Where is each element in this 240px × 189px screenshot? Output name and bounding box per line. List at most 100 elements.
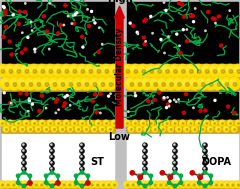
Circle shape <box>164 77 177 90</box>
Circle shape <box>221 184 223 186</box>
Circle shape <box>81 162 82 163</box>
Circle shape <box>212 77 224 90</box>
Circle shape <box>168 105 170 107</box>
Circle shape <box>108 95 110 97</box>
Circle shape <box>178 66 184 72</box>
Circle shape <box>7 120 13 126</box>
Circle shape <box>44 64 56 77</box>
Circle shape <box>209 83 213 86</box>
Circle shape <box>49 2 50 4</box>
Circle shape <box>34 79 40 85</box>
Circle shape <box>24 3 26 4</box>
Bar <box>2 92 114 132</box>
Circle shape <box>30 129 31 130</box>
Circle shape <box>28 182 31 185</box>
Circle shape <box>77 83 81 86</box>
Circle shape <box>81 70 85 73</box>
Bar <box>127 120 238 132</box>
Circle shape <box>22 66 28 72</box>
Circle shape <box>39 182 42 185</box>
Circle shape <box>91 184 93 186</box>
Circle shape <box>64 4 67 7</box>
Circle shape <box>229 181 236 188</box>
Circle shape <box>198 181 201 184</box>
Circle shape <box>162 181 169 188</box>
Circle shape <box>102 66 108 72</box>
Circle shape <box>193 107 194 108</box>
Circle shape <box>108 64 120 77</box>
Circle shape <box>86 181 90 185</box>
Circle shape <box>143 161 147 165</box>
Circle shape <box>214 123 216 124</box>
Circle shape <box>55 112 57 114</box>
Circle shape <box>157 121 160 124</box>
Circle shape <box>138 174 141 177</box>
Text: Molecular Density: Molecular Density <box>115 28 124 106</box>
Circle shape <box>150 79 157 85</box>
Circle shape <box>169 100 171 102</box>
Circle shape <box>179 51 182 54</box>
Circle shape <box>74 181 78 184</box>
Circle shape <box>168 174 171 177</box>
Circle shape <box>218 181 225 188</box>
Circle shape <box>193 184 195 186</box>
Circle shape <box>59 126 65 132</box>
Circle shape <box>226 66 232 72</box>
Circle shape <box>212 181 219 188</box>
Circle shape <box>17 22 20 25</box>
Circle shape <box>166 70 169 73</box>
Circle shape <box>80 171 84 174</box>
Circle shape <box>0 120 5 126</box>
Circle shape <box>149 77 161 90</box>
Circle shape <box>202 129 204 130</box>
Circle shape <box>48 121 51 124</box>
Circle shape <box>114 123 115 124</box>
Circle shape <box>217 15 220 18</box>
Circle shape <box>174 70 177 73</box>
Circle shape <box>174 144 175 145</box>
Circle shape <box>163 2 165 3</box>
Circle shape <box>201 181 208 188</box>
Circle shape <box>102 184 104 186</box>
Circle shape <box>229 70 233 73</box>
Circle shape <box>142 70 146 73</box>
Circle shape <box>2 36 5 39</box>
Circle shape <box>143 143 147 147</box>
Circle shape <box>134 92 136 94</box>
Circle shape <box>83 181 89 188</box>
Circle shape <box>80 143 84 147</box>
Circle shape <box>0 64 8 77</box>
Circle shape <box>223 126 229 132</box>
Circle shape <box>19 92 22 95</box>
Circle shape <box>108 184 110 186</box>
Circle shape <box>172 77 185 90</box>
Circle shape <box>170 83 173 86</box>
Circle shape <box>210 129 211 130</box>
Circle shape <box>188 77 201 90</box>
Circle shape <box>10 53 13 56</box>
Circle shape <box>149 121 152 124</box>
Circle shape <box>112 121 115 124</box>
Circle shape <box>160 39 162 40</box>
Circle shape <box>28 181 32 185</box>
Circle shape <box>220 121 223 124</box>
Circle shape <box>160 171 164 175</box>
Circle shape <box>166 79 173 85</box>
Circle shape <box>143 184 147 188</box>
Circle shape <box>137 127 140 130</box>
Circle shape <box>136 31 138 33</box>
Circle shape <box>12 64 24 77</box>
Circle shape <box>174 156 175 157</box>
Circle shape <box>178 83 181 86</box>
Circle shape <box>50 143 54 147</box>
Circle shape <box>124 181 130 188</box>
Circle shape <box>202 182 206 185</box>
Circle shape <box>31 120 37 126</box>
Circle shape <box>167 103 170 106</box>
Circle shape <box>30 66 36 72</box>
Circle shape <box>70 129 71 130</box>
Circle shape <box>236 182 239 185</box>
Circle shape <box>50 123 51 124</box>
Circle shape <box>135 181 141 188</box>
Circle shape <box>36 127 39 130</box>
